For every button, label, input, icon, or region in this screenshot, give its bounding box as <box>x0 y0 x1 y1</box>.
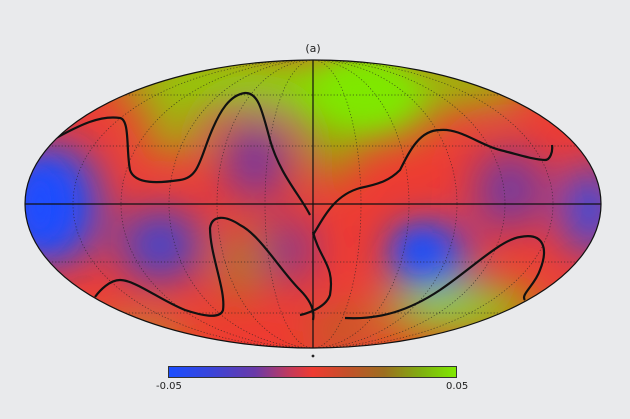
map-outline <box>24 59 602 349</box>
zero-contours <box>55 91 554 321</box>
map-field <box>25 60 601 348</box>
colorbar-min-label: -0.05 <box>156 381 182 392</box>
center-marker <box>311 354 315 358</box>
colorbar-max-label: 0.05 <box>446 381 469 392</box>
colorbar <box>168 366 457 378</box>
chart-title: (a) <box>305 42 321 55</box>
